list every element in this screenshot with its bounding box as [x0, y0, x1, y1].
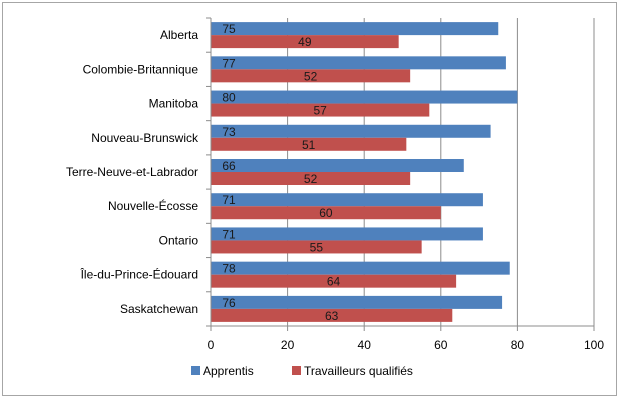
- legend-label: Apprentis: [203, 364, 254, 378]
- data-label: 77: [222, 56, 236, 70]
- legend-swatch: [292, 366, 301, 375]
- category-label: Saskatchewan: [120, 302, 198, 316]
- bar-travailleurs-qualifies: [211, 69, 411, 83]
- data-label: 71: [222, 193, 236, 207]
- data-label: 52: [304, 69, 318, 83]
- data-label: 57: [313, 104, 327, 118]
- data-label: 64: [327, 275, 341, 289]
- data-label: 51: [302, 138, 316, 152]
- data-label: 60: [319, 206, 333, 220]
- bar-apprentis: [211, 124, 491, 138]
- legend-swatch: [191, 366, 200, 375]
- category-label: Colombie-Britannique: [83, 62, 199, 76]
- data-label: 76: [222, 296, 236, 310]
- data-label: 63: [325, 309, 339, 323]
- category-label: Alberta: [160, 28, 198, 42]
- axes: [206, 17, 595, 331]
- x-tick-label: 80: [511, 338, 525, 352]
- category-label: Ontario: [159, 233, 199, 247]
- bar-apprentis: [211, 295, 503, 309]
- bar-travailleurs-qualifies: [211, 35, 399, 49]
- data-label: 75: [222, 22, 236, 36]
- data-label: 71: [222, 227, 236, 241]
- bar-travailleurs-qualifies: [211, 240, 422, 254]
- bar-apprentis: [211, 22, 499, 36]
- category-labels: Alberta Colombie-Britannique Manitoba Nouve…: [66, 28, 199, 316]
- data-label: 73: [222, 125, 236, 139]
- legend: Apprentis Travailleurs qualifiés: [191, 364, 413, 378]
- x-tick-label: 0: [208, 338, 215, 352]
- data-labels: 75 49 77 52 80 57 73 51 66 52 71 60 71 55 78 64 76 63: [222, 22, 340, 323]
- legend-label: Travailleurs qualifiés: [304, 364, 413, 378]
- x-tick-label: 20: [281, 338, 295, 352]
- bar-travailleurs-qualifies: [211, 206, 441, 220]
- data-label: 55: [310, 240, 324, 254]
- bar-travailleurs-qualifies: [211, 308, 453, 322]
- category-label: Île-du-Prince-Édouard: [80, 267, 198, 282]
- bar-apprentis: [211, 56, 506, 70]
- category-label: Manitoba: [149, 97, 199, 111]
- x-tick-label: 100: [584, 338, 604, 352]
- bar-travailleurs-qualifies: [211, 103, 430, 117]
- bars: [211, 22, 518, 322]
- category-label: Nouveau-Brunswick: [91, 131, 199, 145]
- bar-travailleurs-qualifies: [211, 137, 407, 151]
- x-tick-label: 40: [358, 338, 372, 352]
- bar-apprentis: [211, 193, 483, 207]
- data-label: 80: [222, 91, 236, 105]
- bar-apprentis: [211, 261, 510, 275]
- data-label: 52: [304, 172, 318, 186]
- bar-travailleurs-qualifies: [211, 274, 457, 288]
- bar-apprentis: [211, 227, 483, 241]
- bar-apprentis: [211, 159, 464, 172]
- bar-chart: Alberta Colombie-Britannique Manitoba Nouve…: [66, 17, 605, 378]
- data-label: 49: [298, 35, 312, 49]
- category-label: Nouvelle-Écosse: [108, 198, 198, 213]
- x-tick-label: 60: [434, 338, 448, 352]
- chart-frame: Alberta Colombie-Britannique Manitoba Nouve…: [2, 2, 617, 396]
- data-label: 66: [222, 159, 236, 173]
- data-label: 78: [222, 262, 236, 276]
- tick-labels: 0 20 40 60 80 100: [208, 338, 605, 352]
- category-label: Terre-Neuve-et-Labrador: [66, 165, 198, 179]
- bar-apprentis: [211, 90, 518, 104]
- bar-travailleurs-qualifies: [211, 172, 411, 185]
